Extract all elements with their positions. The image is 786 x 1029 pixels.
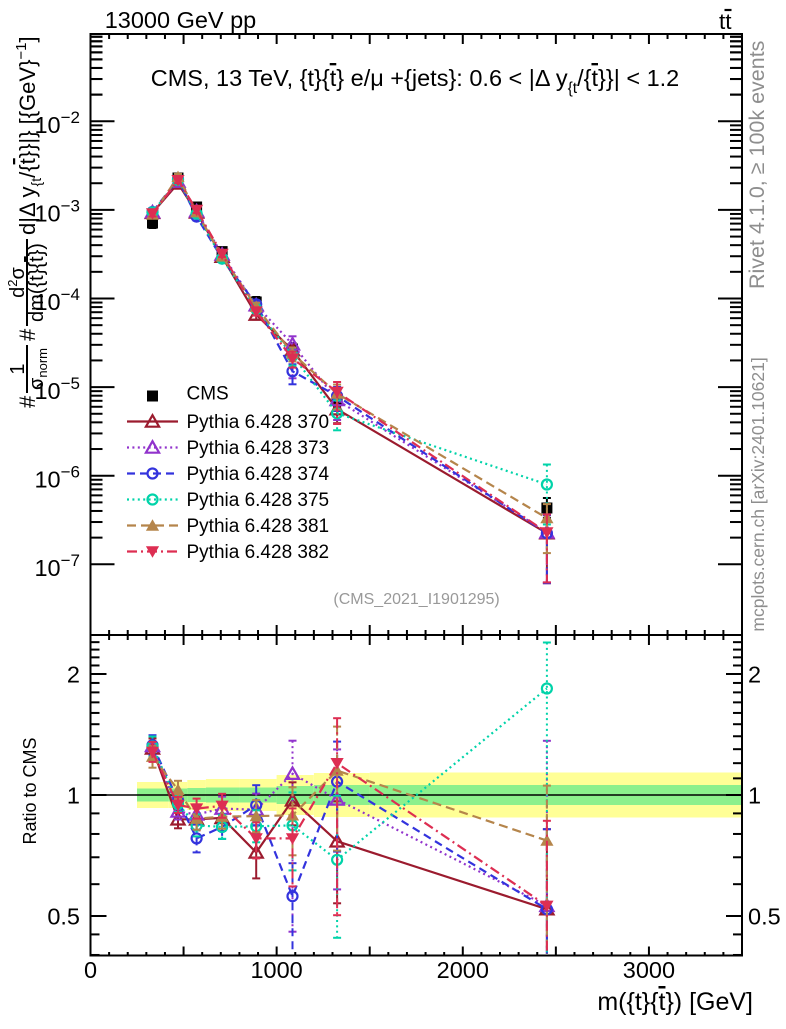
svg-text:Pythia 6.428 374: Pythia 6.428 374 [187, 464, 330, 485]
svg-text:Pythia 6.428 375: Pythia 6.428 375 [187, 490, 330, 511]
svg-text:m({t}{t}) [GeV]: m({t}{t}) [GeV] [597, 988, 753, 1016]
svg-text:#: # [15, 328, 40, 341]
svg-text:2: 2 [67, 662, 80, 688]
svg-text:2000: 2000 [437, 957, 489, 983]
svg-text:Pythia 6.428 382: Pythia 6.428 382 [187, 542, 330, 563]
svg-text:0.5: 0.5 [47, 904, 80, 930]
svg-text:1: 1 [67, 783, 80, 809]
svg-text:d|Δ y{t/{t}}|} [{GeV}−1]: d|Δ y{t/{t}}|} [{GeV}−1] [13, 36, 44, 235]
svg-text:1000: 1000 [250, 957, 302, 983]
svg-text:Pythia 6.428 370: Pythia 6.428 370 [187, 412, 330, 433]
svg-text:#: # [15, 395, 40, 408]
svg-text:mcplots.cern.ch [arXiv:2401.10: mcplots.cern.ch [arXiv:2401.10621] [748, 357, 768, 631]
svg-text:(CMS_2021_I1901295): (CMS_2021_I1901295) [333, 591, 499, 608]
svg-text:2: 2 [748, 662, 761, 688]
svg-text:0: 0 [84, 957, 97, 983]
svg-text:t: t [725, 9, 732, 34]
svg-text:13000 GeV pp: 13000 GeV pp [105, 7, 257, 33]
svg-text:3000: 3000 [623, 957, 675, 983]
svg-text:Pythia 6.428 373: Pythia 6.428 373 [187, 438, 330, 459]
svg-text:0.5: 0.5 [748, 904, 781, 930]
svg-text:Rivet 4.1.0, ≥ 100k events: Rivet 4.1.0, ≥ 100k events [745, 41, 769, 289]
svg-text:Ratio to CMS: Ratio to CMS [20, 737, 40, 844]
svg-text:CMS: CMS [187, 384, 229, 405]
svg-text:1: 1 [7, 363, 29, 374]
svg-text:Pythia 6.428 381: Pythia 6.428 381 [187, 516, 330, 537]
svg-text:dm({t}{t}): dm({t}{t}) [26, 243, 48, 322]
svg-text:t: t [719, 9, 726, 34]
svg-text:1: 1 [748, 783, 761, 809]
